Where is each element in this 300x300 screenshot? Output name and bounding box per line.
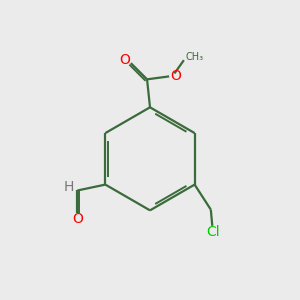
Text: H: H [64,180,74,194]
Text: O: O [72,212,83,226]
Text: O: O [170,69,181,83]
Text: Cl: Cl [206,225,220,239]
Text: CH₃: CH₃ [185,52,203,62]
Text: O: O [119,53,130,67]
